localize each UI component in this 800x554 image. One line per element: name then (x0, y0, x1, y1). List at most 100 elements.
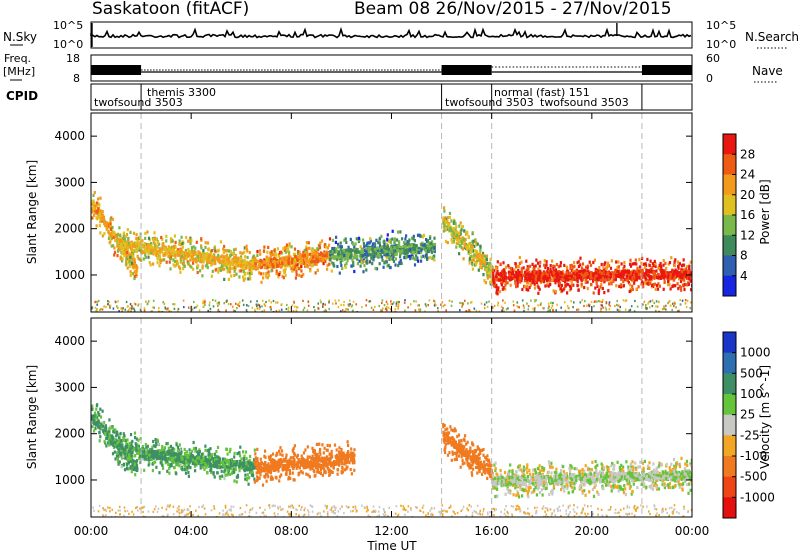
power-core-3-239 (380, 248, 383, 253)
velocity-echo-1-434 (253, 458, 256, 462)
power-echo-1-419 (156, 261, 159, 265)
power-echo-2-63 (326, 263, 329, 267)
power-echo-4-36 (472, 258, 475, 262)
power-echo-5-480 (631, 262, 634, 266)
velocity-echo-1-411 (242, 457, 245, 461)
power-core-1-129 (135, 248, 138, 253)
power-echo-5-311 (659, 261, 662, 266)
power-core-5-516 (672, 269, 675, 274)
power-clutter-392 (488, 300, 490, 303)
power-echo-1-201 (214, 249, 217, 253)
power-clutter-498 (684, 299, 687, 302)
power-core-2-79 (304, 260, 307, 265)
power-clutter-91 (539, 303, 542, 306)
power-core-1-255 (157, 251, 161, 256)
power-echo-3-44 (349, 237, 352, 241)
power-core-3-175 (424, 242, 427, 247)
power-core-5-275 (612, 271, 616, 275)
power-clutter-27 (507, 307, 509, 310)
velocity-echo-1-430 (122, 454, 125, 458)
power-clutter-188 (564, 309, 567, 312)
power-echo-5-239 (544, 266, 547, 270)
power-echo-5-156 (552, 264, 555, 268)
power-core-5-490 (531, 278, 535, 283)
power-core-5-259 (550, 270, 553, 274)
power-echo-1-343 (158, 255, 162, 259)
power-echo-3-301 (363, 248, 366, 252)
velocity-echo-1-235 (210, 470, 213, 474)
velocity-echo-1-68 (134, 436, 137, 440)
power-core-2-172 (323, 254, 326, 258)
power-core-5-515 (504, 276, 507, 280)
chart-subtitle-text: Beam 08 26/Nov/2015 - 27/Nov/2015 (354, 0, 672, 19)
power-echo-3-133 (399, 230, 402, 234)
power-echo-5-306 (504, 287, 507, 291)
power-clutter-9 (133, 309, 136, 312)
power-core-0-120 (98, 209, 102, 213)
power-core-1-359 (155, 245, 158, 250)
power-core-1-327 (247, 265, 250, 269)
power-core-5-559 (553, 275, 556, 280)
power-core-5-457 (680, 273, 684, 278)
power-core-1-32 (251, 259, 254, 263)
power-clutter-5 (551, 304, 554, 307)
power-echo-3-208 (362, 270, 365, 274)
power-clutter-403 (663, 306, 666, 310)
power-echo-0-134 (101, 209, 104, 214)
power-echo-5-435 (677, 287, 680, 291)
power-echo-1-327 (219, 240, 222, 244)
power-echo-4-55 (464, 232, 468, 236)
power-core-4-132 (483, 262, 486, 266)
velocity-echo-1-208 (197, 452, 200, 456)
power-core-3-275 (376, 246, 379, 250)
power-clutter-295 (317, 302, 320, 305)
power-echo-2-181 (273, 249, 276, 253)
power-core-4-134 (455, 233, 459, 238)
power-clutter-58 (629, 308, 632, 311)
power-core-5-163 (621, 275, 625, 280)
power-echo-2-107 (302, 258, 305, 262)
power-echo-4-69 (442, 229, 445, 233)
power-echo-5-567 (678, 262, 681, 266)
power-echo-1-161 (191, 248, 194, 252)
power-clutter-34 (259, 305, 261, 308)
power-clutter-365 (182, 299, 185, 302)
power-echo-4-51 (461, 225, 464, 229)
power-clutter-229 (270, 301, 272, 304)
power-core-4-104 (462, 237, 465, 241)
power-core-3-249 (372, 250, 375, 254)
power-clutter-389 (218, 303, 221, 306)
power-core-3-248 (351, 248, 354, 253)
power-echo-5-421 (567, 283, 570, 287)
power-echo-1-242 (217, 249, 220, 253)
power-core-1-349 (222, 259, 225, 264)
power-clutter-243 (159, 310, 161, 312)
power-echo-2-173 (313, 249, 316, 253)
power-echo-0-119 (109, 219, 112, 223)
power-clutter-320 (450, 304, 453, 307)
freq-tick-bottom: 8 (73, 72, 80, 85)
power-core-5-509 (595, 273, 598, 277)
power-core-5-55 (581, 271, 584, 275)
power-echo-2-201 (294, 263, 297, 268)
velocity-echo-0-80 (113, 430, 116, 434)
power-echo-2-199 (293, 247, 297, 251)
power-echo-1-115 (206, 262, 209, 266)
power-clutter-376 (590, 300, 593, 304)
velocity-echo-1-158 (131, 439, 134, 443)
power-echo-5-300 (677, 266, 680, 270)
power-core-5-70 (637, 270, 640, 274)
power-echo-5-518 (560, 283, 563, 288)
power-echo-5-222 (579, 263, 582, 267)
power-echo-3-239 (416, 256, 419, 260)
power-echo-5-175 (553, 264, 556, 269)
power-core-4-88 (475, 250, 479, 254)
power-core-3-290 (429, 241, 432, 246)
velocity-echo-0-10 (112, 445, 116, 449)
power-echo-0-76 (135, 274, 138, 278)
velocity-core-1-65 (143, 454, 147, 459)
velocity-echo-1-59 (117, 454, 120, 459)
power-echo-1-291 (189, 241, 192, 246)
power-echo-5-440 (617, 272, 621, 276)
power-echo-5-462 (537, 267, 540, 271)
